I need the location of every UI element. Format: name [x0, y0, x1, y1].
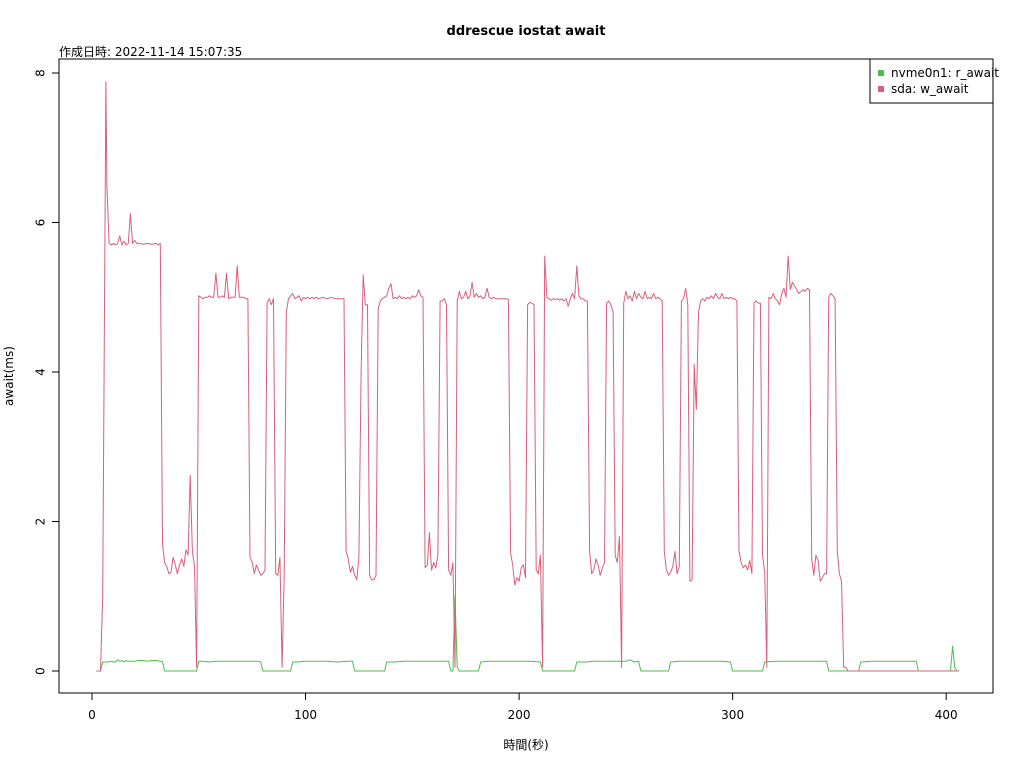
legend-box	[869, 58, 994, 104]
y-axis: 0 2 4 6 8	[34, 69, 60, 675]
x-tick-label: 400	[935, 708, 958, 722]
plot-frame	[58, 58, 994, 694]
x-tick-label: 100	[294, 708, 317, 722]
y-tick-label: 0	[34, 667, 48, 675]
series-layer	[96, 81, 959, 672]
legend-label-nvme: nvme0n1: r_await	[891, 66, 999, 80]
x-tick-label: 0	[88, 708, 96, 722]
x-axis-label: 時間(秒)	[503, 738, 548, 752]
legend-label-sda: sda: w_await	[891, 82, 969, 96]
y-tick-label: 2	[34, 518, 48, 526]
legend: nvme0n1: r_await sda: w_await	[869, 58, 999, 104]
y-axis-label: await(ms)	[2, 346, 16, 406]
y-tick-label: 6	[34, 219, 48, 227]
series-line-sda-w-await	[96, 81, 959, 672]
chart-subtitle: 作成日時: 2022-11-14 15:07:35	[59, 45, 242, 59]
y-tick-label: 8	[34, 69, 48, 77]
y-tick-label: 4	[34, 368, 48, 376]
series-line-nvme0n1-r-await	[96, 595, 959, 672]
x-tick-label: 200	[508, 708, 531, 722]
chart-title: ddrescue iostat await	[447, 24, 606, 39]
legend-swatch-nvme	[878, 70, 884, 76]
x-tick-label: 300	[721, 708, 744, 722]
legend-swatch-sda	[878, 86, 884, 92]
x-axis: 0 100 200 300 400	[88, 692, 958, 722]
